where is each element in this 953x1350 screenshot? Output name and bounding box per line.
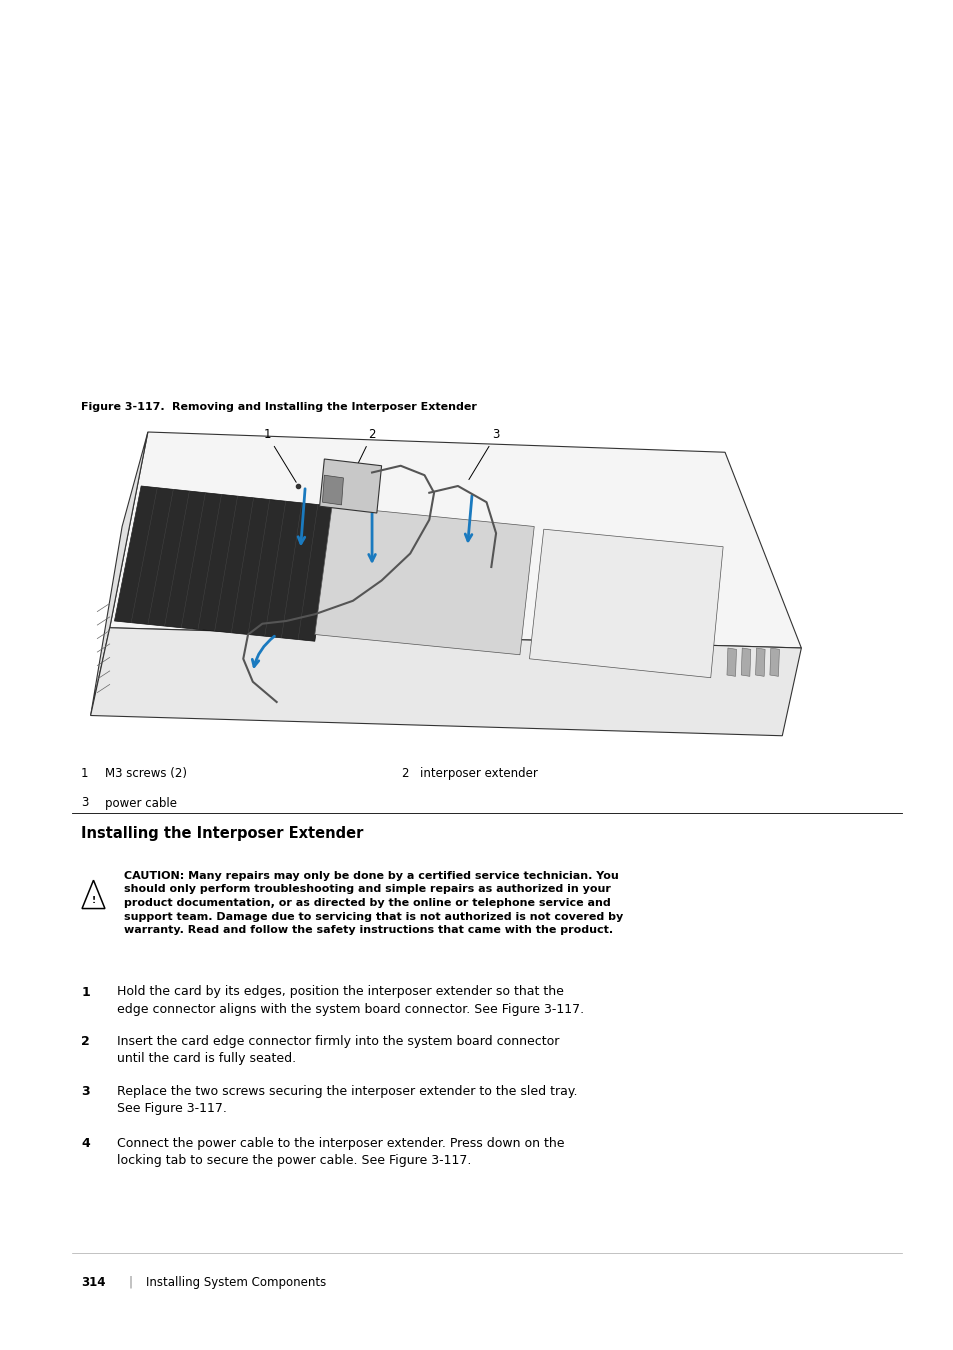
Text: 1: 1 — [81, 986, 90, 999]
Text: 1: 1 — [81, 767, 89, 780]
Polygon shape — [114, 486, 334, 641]
Polygon shape — [319, 459, 381, 513]
Text: 3: 3 — [81, 796, 89, 810]
Polygon shape — [110, 432, 801, 648]
Polygon shape — [769, 648, 779, 676]
Text: 314: 314 — [81, 1276, 106, 1289]
Text: 2: 2 — [354, 428, 375, 471]
Text: 2: 2 — [81, 1035, 90, 1049]
Text: power cable: power cable — [105, 796, 176, 810]
Polygon shape — [322, 475, 343, 505]
Text: Replace the two screws securing the interposer extender to the sled tray.
See Fi: Replace the two screws securing the inte… — [117, 1085, 578, 1115]
Polygon shape — [91, 628, 801, 736]
Text: !: ! — [91, 896, 95, 905]
Polygon shape — [740, 648, 750, 676]
Text: CAUTION: Many repairs may only be done by a certified service technician. You
sh: CAUTION: Many repairs may only be done b… — [124, 871, 622, 936]
Polygon shape — [314, 506, 534, 655]
Polygon shape — [755, 648, 764, 676]
Text: Removing and Installing the Interposer Extender: Removing and Installing the Interposer E… — [172, 402, 476, 412]
Text: Installing System Components: Installing System Components — [146, 1276, 326, 1289]
Text: Installing the Interposer Extender: Installing the Interposer Extender — [81, 826, 363, 841]
Polygon shape — [726, 648, 736, 676]
Polygon shape — [82, 880, 105, 909]
Text: interposer extender: interposer extender — [419, 767, 537, 780]
Text: Insert the card edge connector firmly into the system board connector
until the : Insert the card edge connector firmly in… — [117, 1035, 559, 1065]
Polygon shape — [529, 529, 722, 678]
Text: M3 screws (2): M3 screws (2) — [105, 767, 187, 780]
Polygon shape — [91, 432, 148, 716]
Text: Hold the card by its edges, position the interposer extender so that the
edge co: Hold the card by its edges, position the… — [117, 986, 584, 1015]
Text: 1: 1 — [263, 428, 295, 482]
Text: Connect the power cable to the interposer extender. Press down on the
locking ta: Connect the power cable to the interpose… — [117, 1137, 564, 1166]
Text: 4: 4 — [81, 1137, 90, 1150]
Text: 3: 3 — [81, 1085, 90, 1099]
Text: 3: 3 — [469, 428, 499, 479]
Text: Figure 3-117.: Figure 3-117. — [81, 402, 165, 412]
Text: |: | — [129, 1276, 132, 1289]
Text: 2: 2 — [400, 767, 408, 780]
